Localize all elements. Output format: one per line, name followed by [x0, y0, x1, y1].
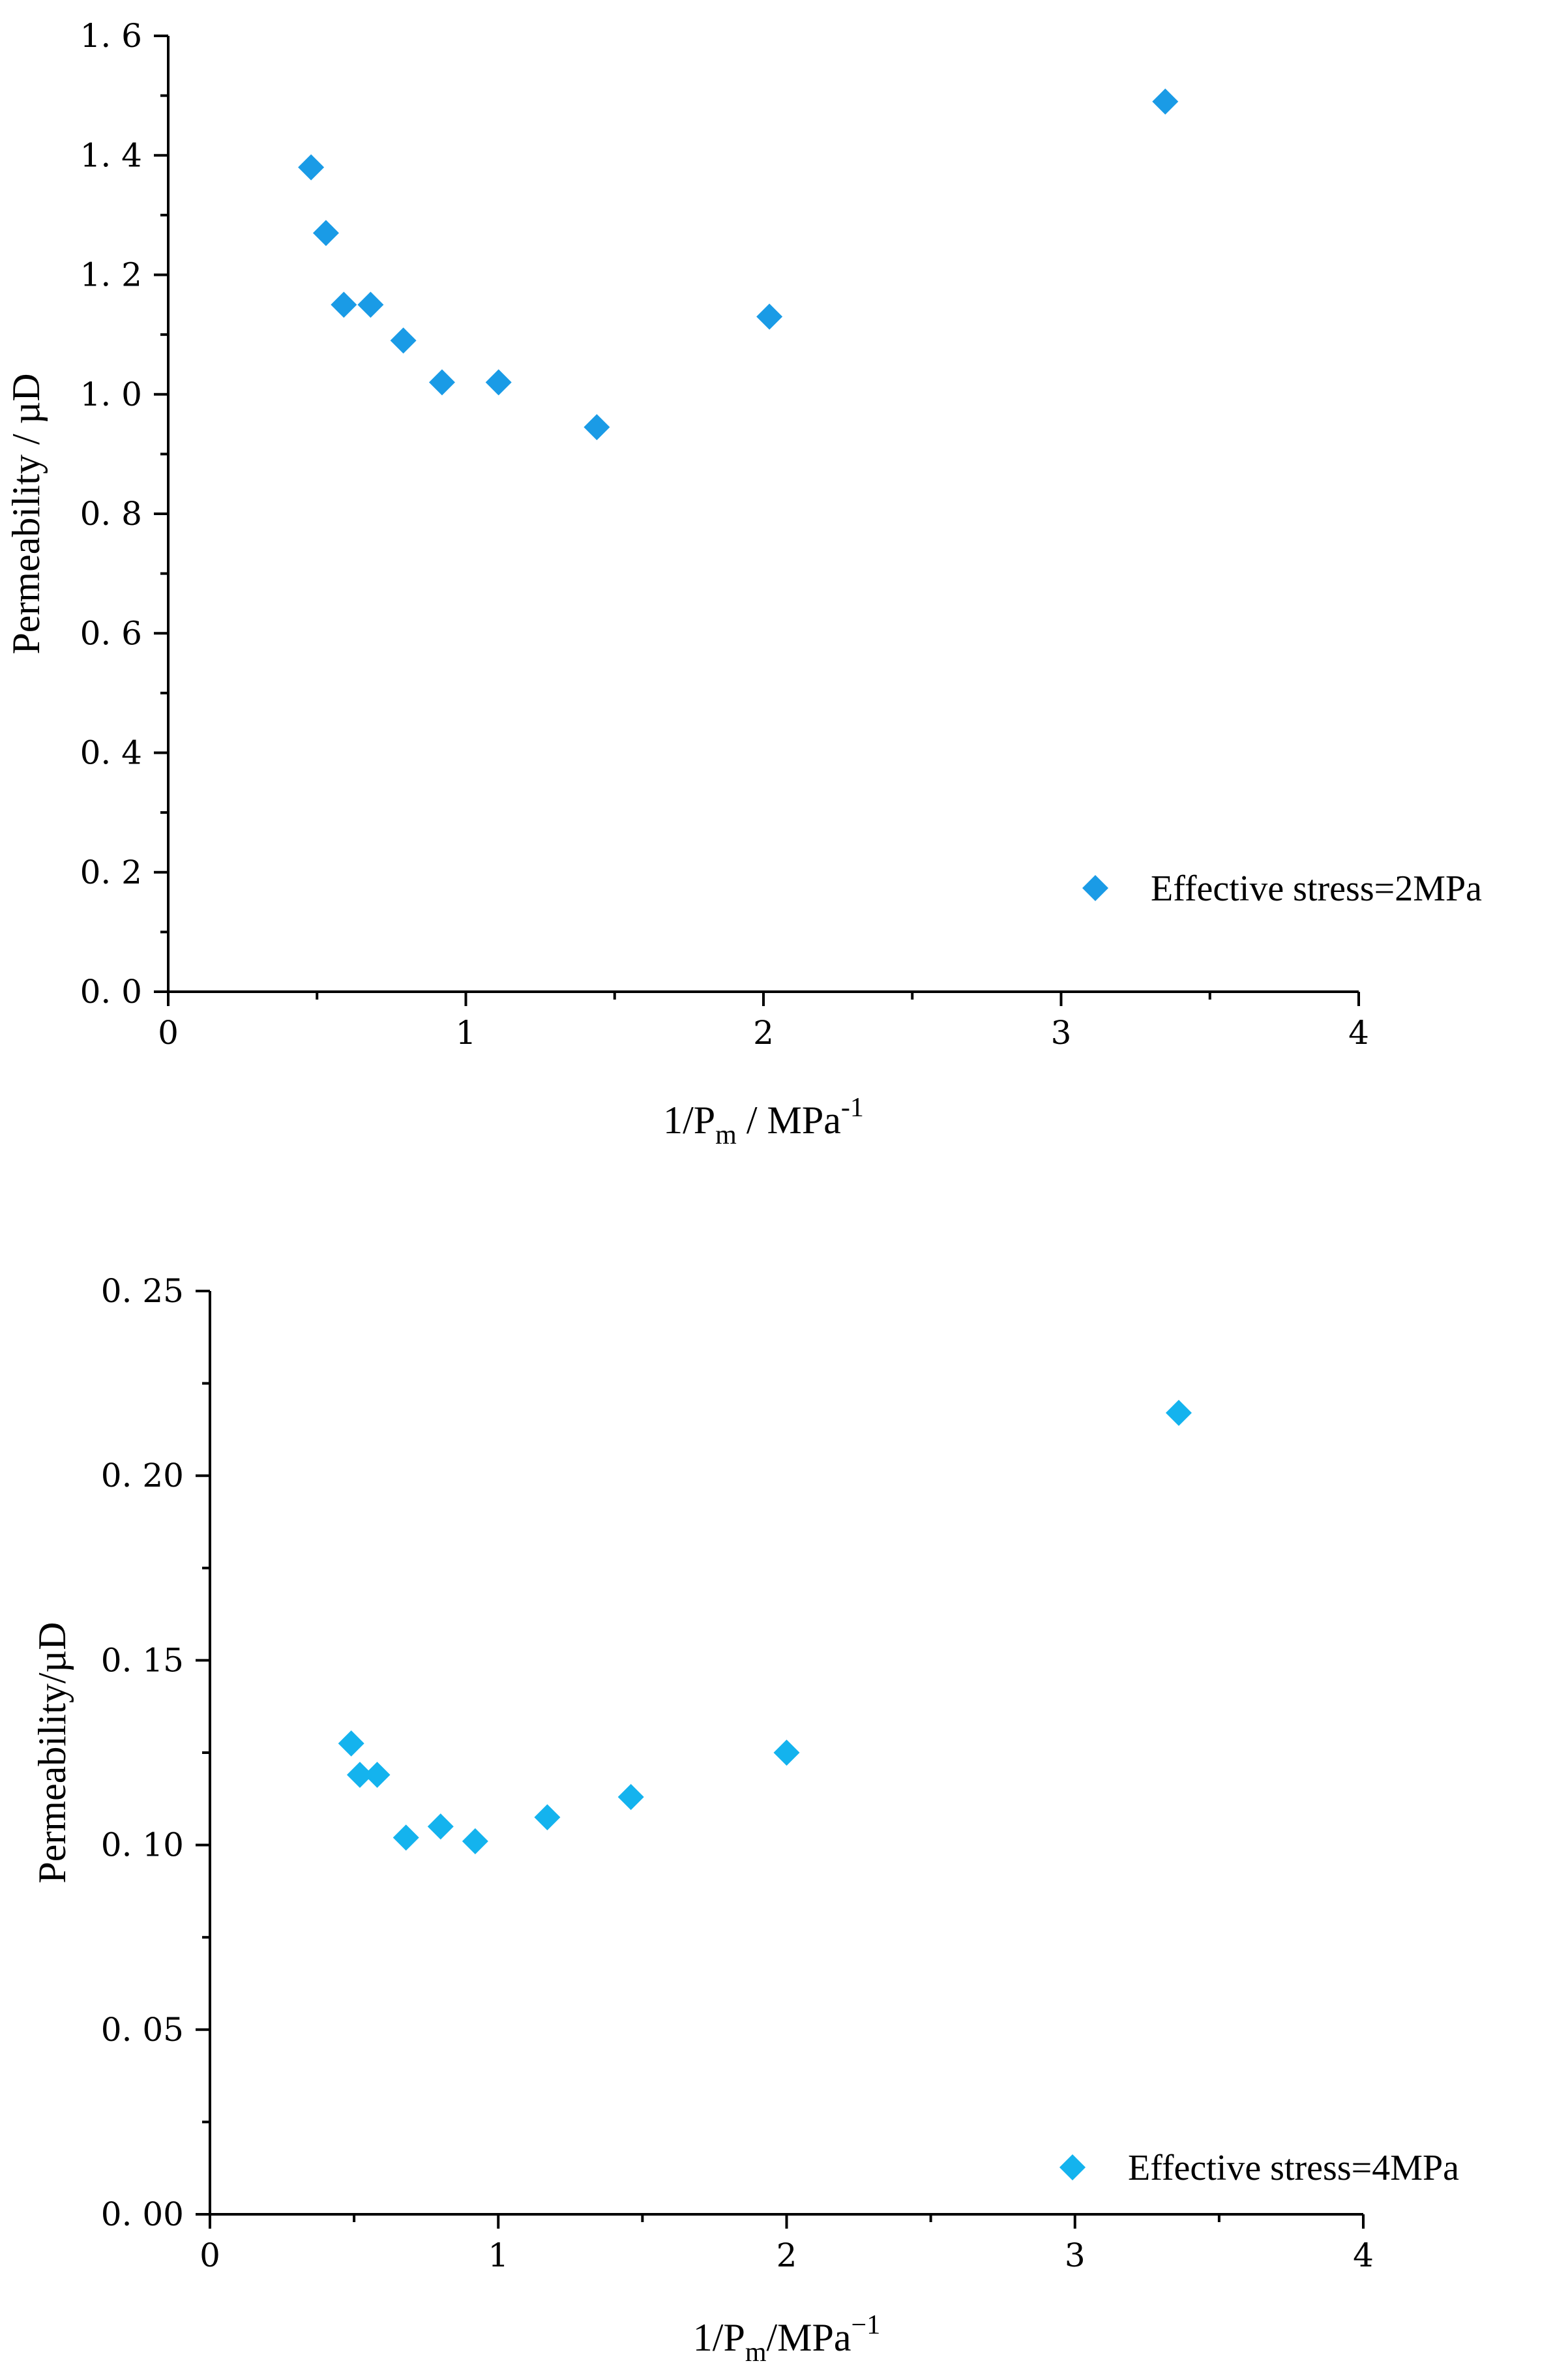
x-tick-label: 1	[488, 2236, 509, 2274]
legend-marker	[1059, 2154, 1086, 2180]
data-point	[584, 414, 610, 441]
data-point	[617, 1783, 644, 1810]
x-tick-label: 0	[158, 1014, 179, 1052]
data-point	[773, 1740, 800, 1766]
legend-label: Effective stress=2MPa	[1151, 869, 1482, 909]
data-point	[485, 369, 512, 396]
data-point	[364, 1761, 391, 1788]
y-tick-label: 0. 05	[101, 2011, 184, 2049]
data-point	[338, 1730, 364, 1757]
x-tick-label: 0	[200, 2236, 220, 2274]
y-axis-title: Permeability / µD	[5, 373, 48, 654]
y-tick-label: 0. 8	[80, 495, 142, 533]
y-tick-label: 0. 6	[80, 614, 142, 652]
data-point	[428, 369, 455, 396]
data-point	[312, 220, 339, 246]
data-point	[357, 291, 384, 318]
y-tick-label: 0. 0	[80, 973, 142, 1011]
chart-1: 0 1 2 3 4 0. 0 0. 2 0. 4 0. 6 0. 8 1. 0 1. 2 1. 4 1. …	[5, 17, 1482, 1150]
y-tick-label: 0. 00	[101, 2195, 184, 2233]
y-tick-label: 1. 4	[80, 136, 142, 174]
y-tick-label: 0. 15	[101, 1641, 184, 1679]
x-tick-label: 2	[753, 1014, 774, 1052]
data-point	[462, 1828, 488, 1854]
y-tick-label: 0. 20	[101, 1457, 184, 1494]
y-tick-label: 0. 4	[80, 734, 142, 772]
x-axis-title: 1/Pm/MPa−1	[693, 2310, 880, 2368]
x-tick-label: 4	[1353, 2236, 1374, 2274]
y-tick-label: 0. 25	[101, 1272, 184, 1310]
x-tick-label: 3	[1065, 2236, 1086, 2274]
x-axis-title: 1/Pm / MPa-1	[663, 1093, 864, 1150]
data-point	[331, 291, 357, 318]
y-tick-label: 0. 2	[80, 854, 142, 891]
data-point	[1152, 88, 1179, 115]
data-point	[392, 1824, 419, 1851]
y-tick-label: 1. 0	[80, 376, 142, 413]
y-tick-label: 1. 6	[80, 17, 142, 55]
data-point	[1165, 1399, 1192, 1426]
data-point	[390, 327, 417, 354]
chart-2: 0 1 2 3 4 0. 00 0. 05 0. 10 0. 15 0. 20 0. 25 Perme…	[31, 1272, 1459, 2368]
y-tick-label: 1. 2	[80, 256, 142, 294]
data-point	[298, 154, 325, 181]
y-axis-title: Permeability/µD	[31, 1622, 74, 1883]
data-point	[756, 303, 783, 330]
y-tick-label: 0. 10	[101, 1826, 184, 1864]
legend: Effective stress=4MPa	[1059, 2148, 1459, 2188]
data-point	[534, 1804, 561, 1831]
x-tick-label: 3	[1051, 1014, 1072, 1052]
data-point	[427, 1813, 454, 1840]
legend-label: Effective stress=4MPa	[1128, 2148, 1459, 2188]
x-tick-label: 2	[777, 2236, 797, 2274]
x-tick-label: 4	[1348, 1014, 1369, 1052]
x-tick-label: 1	[456, 1014, 477, 1052]
data-point	[346, 1761, 373, 1788]
legend: Effective stress=2MPa	[1082, 869, 1482, 909]
legend-marker	[1082, 875, 1108, 901]
